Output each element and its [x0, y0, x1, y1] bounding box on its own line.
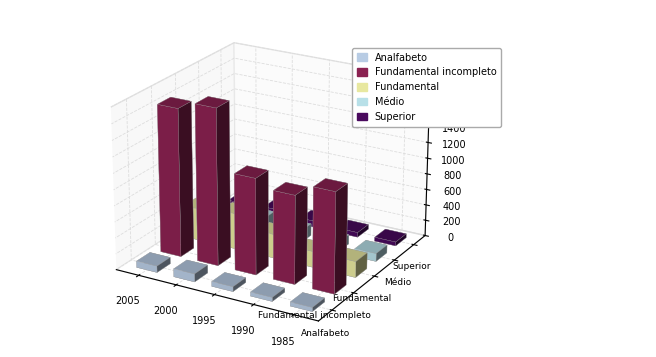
- Legend: Analfabeto, Fundamental incompleto, Fundamental, Médio, Superior: Analfabeto, Fundamental incompleto, Fund…: [352, 48, 501, 127]
